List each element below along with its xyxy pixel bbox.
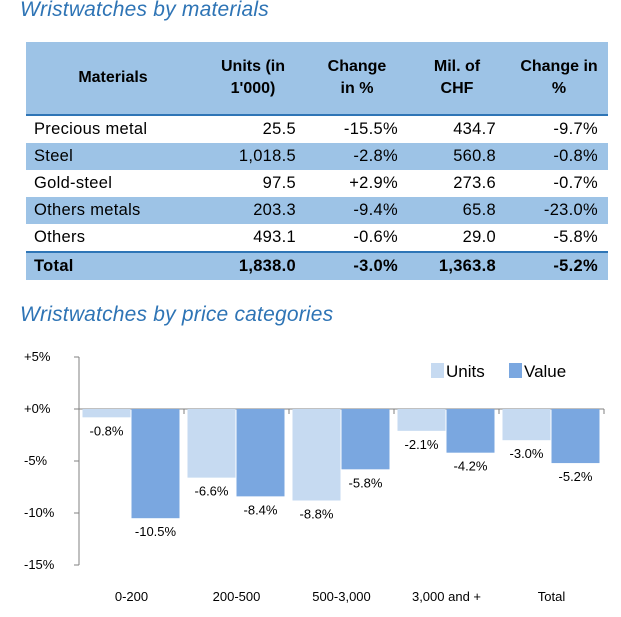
- header-chf: Mil. of CHF: [408, 42, 506, 115]
- header-chf-change-text: Change in %: [520, 58, 598, 97]
- bar-units: [397, 409, 446, 431]
- category-label: 3,000 and +: [412, 589, 481, 604]
- header-units-text: Units (in 1'000): [221, 58, 285, 97]
- y-tick-label: +5%: [24, 349, 51, 364]
- header-units: Units (in 1'000): [200, 42, 306, 115]
- table-row: Precious metal 25.5 -15.5% 434.7 -9.7%: [26, 114, 608, 143]
- total-chf: 1,363.8: [408, 251, 506, 280]
- header-materials: Materials: [26, 42, 200, 115]
- row-units: 203.3: [200, 197, 306, 224]
- y-tick-label: -15%: [24, 557, 55, 572]
- row-units-change: +2.9%: [349, 174, 398, 192]
- row-chf: 434.7: [408, 114, 506, 143]
- row-units: 1,018.5: [200, 143, 306, 170]
- table-total-row: Total 1,838.0 -3.0% 1,363.8 -5.2%: [26, 251, 608, 280]
- total-chf-change: -5.2%: [506, 251, 608, 280]
- table-row: Steel 1,018.5 -2.8% 560.8 -0.8%: [26, 143, 608, 170]
- table-row: Others metals 203.3 -9.4% 65.8 -23.0%: [26, 197, 608, 224]
- row-material: Others: [34, 228, 86, 246]
- legend-swatch-value: [509, 363, 522, 378]
- legend-label-units: Units: [446, 362, 485, 381]
- category-label: Total: [538, 589, 566, 604]
- row-chf: 560.8: [408, 143, 506, 170]
- row-material: Others metals: [26, 197, 200, 224]
- row-units: 493.1: [253, 228, 296, 246]
- y-tick-label: -5%: [24, 453, 48, 468]
- bar-units: [82, 409, 131, 418]
- y-tick-label: +0%: [24, 401, 51, 416]
- row-chf-change: -0.8%: [506, 143, 608, 170]
- header-units-change-text: Change in %: [327, 58, 387, 97]
- data-label: -3.0%: [510, 446, 544, 461]
- header-chf-text: Mil. of CHF: [433, 58, 481, 97]
- header-chf-change: Change in %: [506, 42, 608, 115]
- data-label: -10.5%: [135, 524, 177, 539]
- total-units-change: -3.0%: [306, 251, 408, 280]
- row-chf-change: -0.7%: [553, 174, 598, 192]
- bar-units: [187, 409, 236, 478]
- bar-value: [551, 409, 600, 464]
- table-row: Gold-steel 97.5 +2.9% 273.6 -0.7%: [26, 170, 608, 197]
- row-chf-change: -23.0%: [506, 197, 608, 224]
- total-label: Total: [26, 251, 200, 280]
- row-units-change: -15.5%: [306, 114, 408, 143]
- table-title: Wristwatches by materials: [20, 0, 269, 21]
- bar-value: [446, 409, 495, 453]
- legend-swatch-units: [431, 363, 444, 378]
- data-label: -5.2%: [559, 469, 593, 484]
- row-units-change: -2.8%: [306, 143, 408, 170]
- bar-units: [502, 409, 551, 441]
- data-label: -6.6%: [195, 484, 229, 499]
- total-units: 1,838.0: [200, 251, 306, 280]
- category-label: 500-3,000: [312, 589, 371, 604]
- row-chf: 273.6: [453, 174, 496, 192]
- category-label: 0-200: [115, 589, 148, 604]
- row-chf-change: -5.8%: [553, 228, 598, 246]
- data-label: -8.4%: [244, 502, 278, 517]
- row-material: Gold-steel: [34, 174, 113, 192]
- table-header-row: Materials Units (in 1'000) Change in % M…: [26, 42, 608, 115]
- row-units-change: -0.6%: [353, 228, 398, 246]
- table-row: Others 493.1 -0.6% 29.0 -5.8%: [26, 224, 608, 252]
- row-units: 97.5: [262, 174, 296, 192]
- category-label: 200-500: [213, 589, 261, 604]
- y-tick-label: -10%: [24, 505, 55, 520]
- data-label: -4.2%: [454, 459, 488, 474]
- materials-table: Materials Units (in 1'000) Change in % M…: [26, 42, 608, 280]
- data-label: -0.8%: [90, 423, 124, 438]
- row-chf: 29.0: [462, 228, 496, 246]
- row-chf-change: -9.7%: [506, 114, 608, 143]
- row-units-change: -9.4%: [306, 197, 408, 224]
- bar-units: [292, 409, 341, 501]
- data-label: -5.8%: [349, 475, 383, 490]
- legend-label-value: Value: [524, 362, 566, 381]
- bar-value: [236, 409, 285, 497]
- chart-title: Wristwatches by price categories: [20, 303, 334, 326]
- row-chf: 65.8: [408, 197, 506, 224]
- header-units-change: Change in %: [306, 42, 408, 115]
- row-material: Precious metal: [26, 114, 200, 143]
- bar-value: [341, 409, 390, 470]
- price-category-chart: +5% +0% -5% -10% -15% -0.8% -10.5% 0-200 -6.6% -8…: [24, 349, 605, 604]
- bar-value: [131, 409, 180, 519]
- data-label: -2.1%: [405, 437, 439, 452]
- row-material: Steel: [26, 143, 200, 170]
- data-label: -8.8%: [300, 507, 334, 522]
- row-units: 25.5: [200, 114, 306, 143]
